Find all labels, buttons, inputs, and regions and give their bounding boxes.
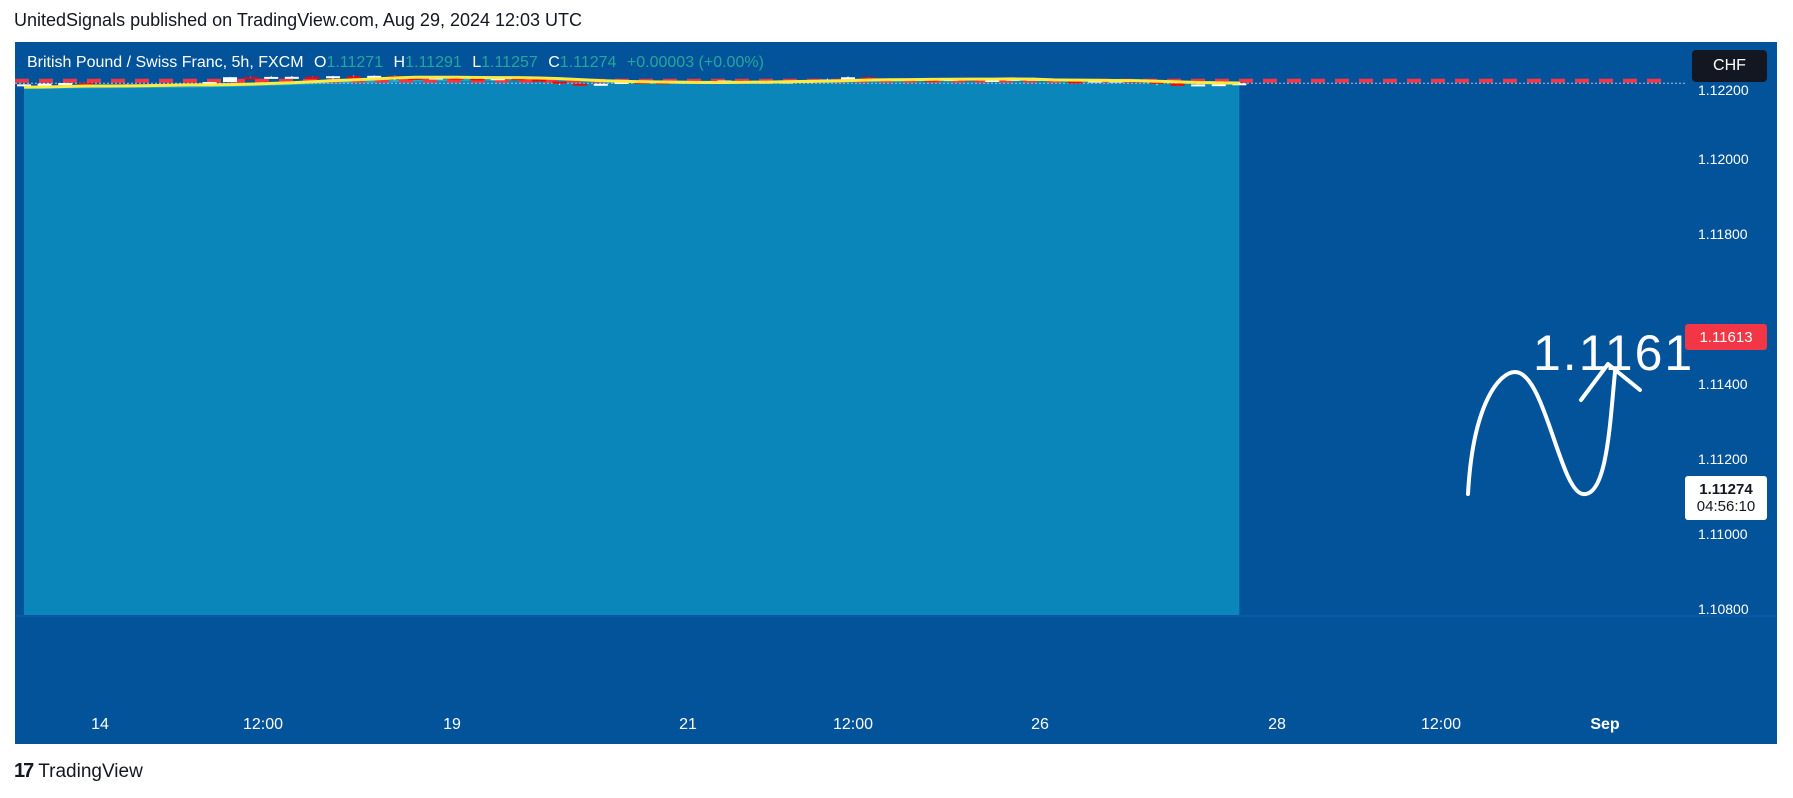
- high-label: H: [393, 54, 406, 71]
- date-tick: 14: [91, 716, 109, 733]
- area-series: [24, 79, 1240, 616]
- candle-body: [243, 77, 258, 80]
- tradingview-logo-icon: 17: [14, 760, 34, 782]
- price-tick: 1.12000: [1698, 151, 1749, 167]
- candlestick-chart[interactable]: [15, 42, 1777, 744]
- candle-body: [284, 76, 299, 79]
- date-tick: 12:00: [242, 716, 284, 733]
- price-tick: 1.11800: [1698, 226, 1748, 242]
- low-label: L: [472, 54, 482, 71]
- candle-body: [202, 82, 217, 85]
- target-price-annotation[interactable]: 1.1161: [1533, 325, 1695, 381]
- candle-body: [17, 84, 31, 87]
- date-tick: 12:00: [1420, 716, 1462, 733]
- candle-body: [593, 83, 608, 86]
- price-tick: 1.11200: [1698, 451, 1748, 467]
- projection-arrow-icon: [1579, 362, 1642, 402]
- price-tick: 1.10800: [1698, 601, 1749, 617]
- price-tick: 1.11400: [1698, 376, 1748, 392]
- candle-body: [223, 77, 237, 83]
- candle-body: [470, 78, 485, 81]
- date-tick: Sep: [1590, 716, 1620, 733]
- candle-body: [1191, 84, 1206, 87]
- symbol-name: British Pound / Swiss Franc, 5h, FXCM: [27, 54, 304, 71]
- open-label: O: [313, 54, 327, 71]
- candle-body: [511, 78, 526, 81]
- candle-body: [326, 76, 340, 79]
- candle-body: [841, 77, 855, 80]
- candle-body: [614, 82, 629, 84]
- candle-body: [1211, 84, 1226, 87]
- currency-button[interactable]: CHF: [1692, 50, 1767, 82]
- symbol-legend[interactable]: British Pound / Swiss Franc, 5h, FXCM O1…: [27, 54, 770, 72]
- date-tick: 28: [1268, 716, 1286, 733]
- candle-body: [552, 81, 567, 84]
- candle-body: [1067, 81, 1082, 84]
- close-label: C: [548, 54, 560, 71]
- moving-average-line: [23, 75, 1240, 89]
- date-tick: 12:00: [832, 716, 874, 733]
- candle-body: [861, 77, 876, 80]
- low-value: 1.11257: [481, 54, 538, 71]
- candle-body: [346, 76, 361, 79]
- open-value: 1.11271: [326, 54, 384, 71]
- current-price-value: 1.11274: [1699, 481, 1753, 498]
- candle-body: [1150, 81, 1164, 84]
- level-price-label: 1.11613: [1685, 324, 1767, 350]
- price-axis-panel: [1477, 42, 1777, 744]
- bar-countdown: 04:56:10: [1696, 498, 1756, 515]
- candle-body: [264, 76, 279, 79]
- candle-body: [305, 76, 320, 79]
- publisher-line: UnitedSignals published on TradingView.c…: [14, 10, 583, 30]
- candle-body: [78, 83, 93, 86]
- candle-body: [1170, 83, 1185, 86]
- candle-body: [573, 83, 588, 86]
- price-tick: 1.11000: [1698, 526, 1748, 542]
- date-tick: 19: [443, 716, 461, 733]
- candle-body: [408, 77, 423, 80]
- candle-body: [367, 75, 382, 79]
- high-value: 1.11291: [405, 54, 462, 71]
- candle-body: [37, 83, 52, 86]
- candle-body: [532, 79, 546, 82]
- projection-wave: [1466, 369, 1617, 496]
- candle-body: [985, 79, 1000, 82]
- price-change: +0.00003 (+0.00%): [626, 54, 764, 71]
- current-price-label: 1.11274 04:56:10: [1685, 476, 1767, 520]
- brand-name: TradingView: [38, 760, 143, 782]
- tradingview-brand[interactable]: 17 TradingView: [14, 760, 143, 783]
- close-value: 1.11274: [559, 54, 617, 71]
- price-tick: 1.12200: [1698, 82, 1749, 98]
- candle-body: [490, 78, 505, 81]
- candle-body: [1232, 83, 1247, 86]
- chart-area[interactable]: British Pound / Swiss Franc, 5h, FXCM O1…: [15, 42, 1777, 744]
- date-tick: 26: [1031, 716, 1049, 733]
- candle-body: [58, 83, 73, 86]
- date-tick: 21: [679, 716, 697, 733]
